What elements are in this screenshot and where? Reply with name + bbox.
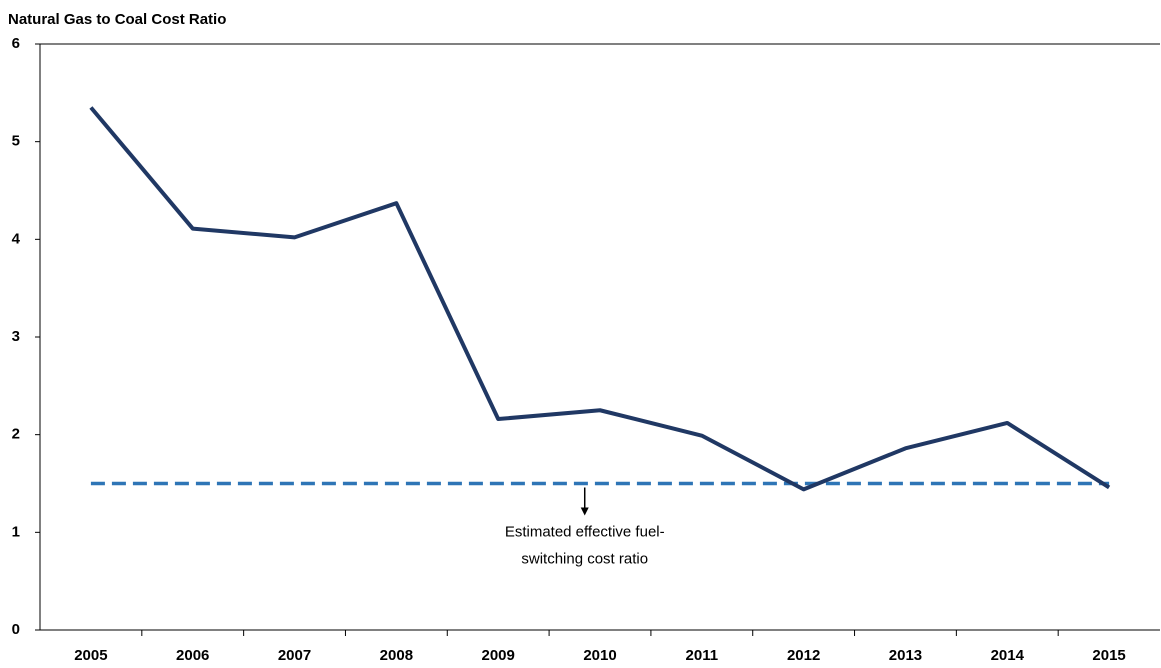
x-tick-label: 2011	[686, 647, 719, 664]
annotation: switching cost ratio	[521, 550, 648, 567]
y-tick-label: 2	[12, 426, 20, 443]
chart-title: Natural Gas to Coal Cost Ratio	[8, 11, 226, 28]
x-tick-label: 2013	[889, 647, 922, 664]
x-tick-label: 2006	[176, 647, 209, 664]
x-tick-label: 2012	[787, 647, 820, 664]
x-tick-label: 2008	[380, 647, 413, 664]
x-tick-label: 2010	[583, 647, 616, 664]
x-tick-label: 2005	[74, 647, 107, 664]
x-tick-label: 2009	[481, 647, 514, 664]
y-tick-label: 4	[12, 230, 21, 247]
y-tick-label: 0	[12, 621, 20, 638]
annotation-arrowhead	[580, 507, 589, 516]
y-tick-label: 5	[12, 133, 20, 150]
x-tick-label: 2014	[991, 647, 1025, 664]
annotation: Estimated effective fuel-	[505, 523, 665, 540]
y-tick-label: 3	[12, 328, 20, 345]
x-tick-label: 2007	[278, 647, 311, 664]
data-line	[89, 106, 1111, 492]
y-tick-label: 1	[12, 523, 20, 540]
x-tick-label: 2015	[1092, 647, 1125, 664]
y-tick-label: 6	[12, 35, 20, 52]
